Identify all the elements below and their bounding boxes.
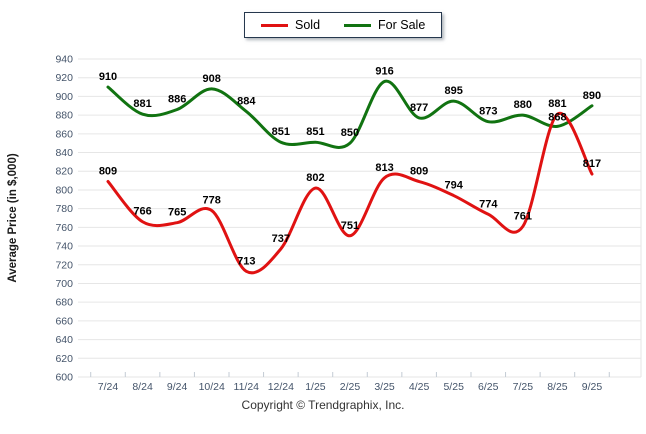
- y-tick-label-880: 880: [55, 110, 73, 122]
- y-tick-label-860: 860: [55, 128, 73, 140]
- sold-value-label-5-25: 794: [445, 180, 464, 192]
- y-tick-label-680: 680: [55, 297, 73, 309]
- x-tick-label-11-24: 11/24: [234, 381, 260, 393]
- for-sale-value-label-8-24: 881: [133, 98, 151, 110]
- legend: Sold For Sale: [244, 12, 443, 38]
- for-sale-value-label-9-25: 890: [583, 90, 601, 102]
- x-tick-label-3-25: 3/25: [374, 381, 395, 393]
- for-sale-value-label-11-24: 884: [237, 95, 256, 107]
- sold-value-label-7-24: 809: [99, 166, 117, 178]
- copyright-text: Copyright © Trendgraphix, Inc.: [241, 398, 405, 412]
- sold-value-label-4-25: 809: [410, 166, 428, 178]
- sold-value-label-8-24: 766: [133, 206, 151, 218]
- legend-item-sold[interactable]: Sold: [261, 18, 320, 32]
- for-sale-value-label-4-25: 877: [410, 102, 428, 114]
- sold-value-label-6-25: 774: [479, 198, 498, 210]
- sold-value-label-12-24: 737: [272, 233, 290, 245]
- x-tick-label-7-25: 7/25: [513, 381, 534, 393]
- sold-value-label-9-25: 817: [583, 158, 601, 170]
- legend-item-for-sale[interactable]: For Sale: [344, 18, 425, 32]
- y-tick-label-740: 740: [55, 241, 73, 253]
- for-sale-value-label-1-25: 851: [306, 126, 324, 138]
- y-tick-label-620: 620: [55, 353, 73, 365]
- x-tick-label-12-24: 12/24: [268, 381, 294, 393]
- x-tick-label-7-24: 7/24: [98, 381, 119, 393]
- x-tick-label-9-24: 9/24: [167, 381, 188, 393]
- y-tick-label-640: 640: [55, 334, 73, 346]
- x-tick-label-8-24: 8/24: [132, 381, 153, 393]
- sold-value-label-11-24: 713: [237, 255, 255, 267]
- sold-series-swatch-icon: [261, 23, 288, 27]
- sold-value-label-3-25: 813: [375, 162, 393, 174]
- for-sale-value-label-7-24: 910: [99, 71, 117, 83]
- for-sale-value-label-3-25: 916: [375, 65, 393, 77]
- for-sale-value-label-9-24: 886: [168, 94, 186, 106]
- x-tick-label-6-25: 6/25: [478, 381, 499, 393]
- for-sale-series-line: [106, 79, 594, 149]
- y-tick-label-660: 660: [55, 315, 73, 327]
- y-tick-label-700: 700: [55, 278, 73, 290]
- y-tick-label-760: 760: [55, 222, 73, 234]
- legend-label-sold: Sold: [295, 18, 321, 32]
- for-sale-value-label-2-25: 850: [341, 127, 359, 139]
- sold-value-label-9-24: 765: [168, 207, 186, 219]
- x-tick-label-10-24: 10/24: [199, 381, 225, 393]
- x-tick-label-5-25: 5/25: [443, 381, 464, 393]
- for-sale-value-label-5-25: 895: [445, 85, 463, 97]
- for-sale-value-label-12-24: 851: [272, 126, 290, 138]
- x-tick-label-8-25: 8/25: [547, 381, 568, 393]
- y-tick-label-940: 940: [55, 54, 73, 66]
- sold-value-label-1-25: 802: [306, 172, 324, 184]
- for-sale-value-label-7-25: 880: [514, 99, 532, 111]
- x-tick-label-2-25: 2/25: [340, 381, 361, 393]
- y-tick-label-800: 800: [55, 184, 73, 196]
- sold-value-label-7-25: 761: [514, 210, 532, 222]
- sold-value-label-8-25: 881: [548, 98, 566, 110]
- y-tick-label-600: 600: [55, 372, 73, 384]
- y-tick-label-820: 820: [55, 166, 73, 178]
- y-tick-label-900: 900: [55, 91, 73, 103]
- sold-value-label-10-24: 778: [203, 195, 221, 207]
- x-tick-label-9-25: 9/25: [582, 381, 603, 393]
- sold-series-line: [106, 111, 594, 275]
- x-tick-label-1-25: 1/25: [305, 381, 326, 393]
- for-sale-value-label-8-25: 868: [548, 111, 566, 123]
- y-tick-label-720: 720: [55, 259, 73, 271]
- y-tick-label-920: 920: [55, 72, 73, 84]
- y-axis-title: Average Price (in $,000): [7, 153, 19, 283]
- y-tick-label-780: 780: [55, 203, 73, 215]
- y-tick-label-840: 840: [55, 147, 73, 159]
- x-tick-label-4-25: 4/25: [409, 381, 430, 393]
- sold-value-label-2-25: 751: [341, 220, 359, 232]
- for-sale-series-swatch-icon: [344, 23, 372, 27]
- for-sale-value-label-10-24: 908: [203, 73, 221, 85]
- for-sale-value-label-6-25: 873: [479, 106, 497, 118]
- legend-label-for-sale: For Sale: [378, 18, 426, 32]
